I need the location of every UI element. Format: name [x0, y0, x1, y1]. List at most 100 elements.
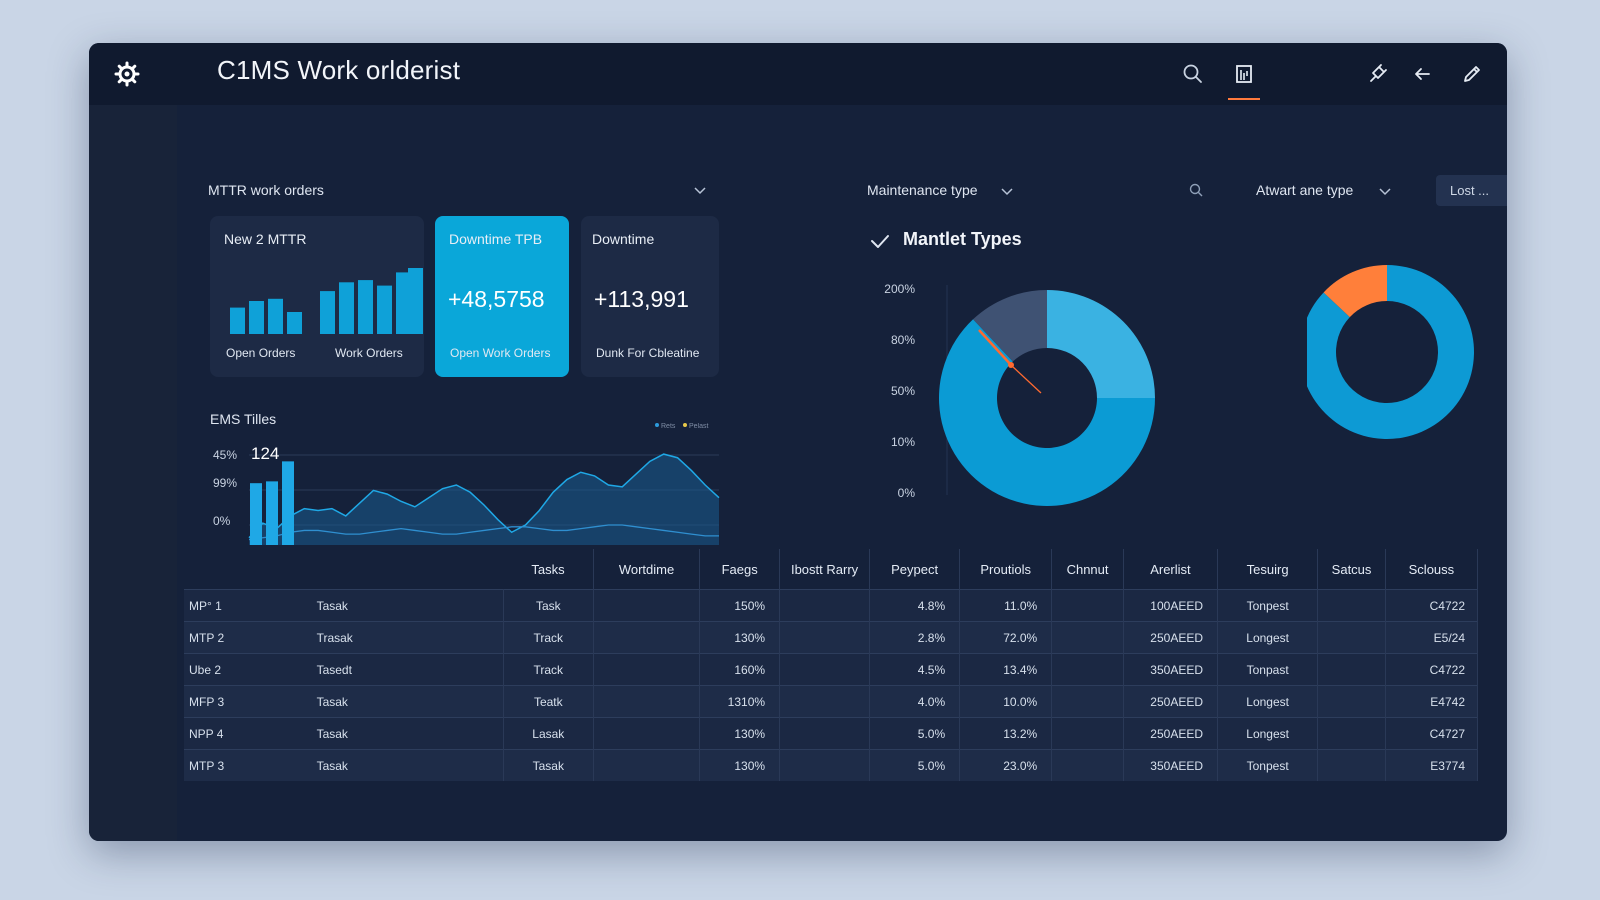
table-cell [1317, 749, 1386, 781]
y-tick-label: 99% [213, 476, 237, 490]
types-title: Mantlet Types [903, 229, 1022, 249]
bar [320, 291, 335, 334]
report-icon[interactable] [1231, 61, 1257, 87]
table-header-row: Tasks Wortdime Faegs Ibostt Rarry Peypect Pro… [184, 549, 1479, 590]
table-cell: MTP 2 [184, 621, 297, 654]
needle [978, 329, 1013, 367]
table-cell: 250AEED [1123, 621, 1219, 654]
column-header[interactable]: Tesuirg [1217, 549, 1319, 590]
table-cell: 72.0% [959, 621, 1053, 654]
table-cell: Tasedt [296, 653, 504, 686]
table-cell: 4.0% [869, 685, 961, 718]
table-cell [1051, 589, 1124, 622]
pin-icon[interactable] [1364, 61, 1390, 87]
card-downtime-tpb[interactable]: Downtime TPB +48,5758 Open Work Orders [435, 216, 569, 377]
table-cell: MFP 3 [184, 685, 297, 718]
table-cell: C4722 [1385, 653, 1479, 686]
bar [249, 301, 264, 334]
table-cell [1051, 717, 1124, 750]
table-cell: 350AEED [1123, 749, 1219, 781]
table-cell: Tasak [296, 685, 504, 718]
table-cell: C4727 [1385, 717, 1479, 750]
table-cell: 10.0% [959, 685, 1053, 718]
table-row[interactable]: NPP 4 Tasak Lasak 130% 5.0% 13.2% 250AEED Longe… [184, 717, 1479, 750]
checkmark-icon[interactable] [869, 233, 891, 251]
bar [287, 312, 302, 334]
series-area [249, 454, 719, 545]
y-tick-label: 50% [891, 384, 915, 398]
table-row[interactable]: MP° 1 Tasak Task 150% 4.8% 11.0% 100AEED Tonpes… [184, 589, 1479, 622]
table-cell: Longest [1217, 621, 1319, 654]
table-cell: Task [503, 589, 594, 622]
ems-chart-title: EMS Tilles [210, 411, 277, 427]
chevron-down-icon[interactable] [1378, 187, 1392, 197]
table-cell: 250AEED [1123, 685, 1219, 718]
table-cell: Longest [1217, 717, 1319, 750]
gear-icon[interactable] [113, 60, 141, 88]
table-cell: Teatk [503, 685, 594, 718]
card-new-mttr[interactable]: New 2 MTTR Open Orders Work Orders [210, 216, 424, 377]
column-header[interactable]: Ibostt Rarry [779, 549, 871, 590]
bar [339, 282, 354, 334]
card-footer: Dunk For Cbleatine [596, 346, 700, 360]
column-header[interactable]: Tasks [503, 549, 594, 590]
column-header[interactable]: Satcus [1317, 549, 1386, 590]
last-select[interactable]: Lost ... [1436, 175, 1507, 206]
table-cell [1317, 589, 1386, 622]
table-cell: Tasak [296, 589, 504, 622]
table-row[interactable]: Ube 2 Tasedt Track 160% 4.5% 13.4% 350AEED Tonp… [184, 653, 1479, 686]
table-cell: 130% [699, 749, 781, 781]
table-cell [779, 621, 871, 654]
top-bar: C1MS Work orlderist [89, 43, 1507, 105]
table-cell [1317, 653, 1386, 686]
bar [282, 461, 294, 545]
table-cell [593, 589, 701, 622]
table-cell [593, 653, 701, 686]
table-cell: C4722 [1385, 589, 1479, 622]
column-header[interactable]: Sclouss [1385, 549, 1479, 590]
table-cell: Lasak [503, 717, 594, 750]
card-downtime[interactable]: Downtime +113,991 Dunk For Cbleatine [581, 216, 719, 377]
back-arrow-icon[interactable] [1409, 61, 1435, 87]
maintenance-type-dropdown[interactable]: Maintenance type [867, 182, 978, 198]
legend-label: Pelast [689, 423, 709, 430]
pie-slice [939, 319, 1155, 506]
table-cell [1051, 685, 1124, 718]
table-cell: E5/24 [1385, 621, 1479, 654]
active-tab-indicator [1228, 98, 1260, 100]
table-cell: Track [503, 653, 594, 686]
table-cell [1317, 621, 1386, 654]
award-type-dropdown[interactable]: Atwart ane type [1256, 182, 1354, 198]
table-cell [779, 717, 871, 750]
table-cell: Tasak [296, 717, 504, 750]
column-header[interactable]: Chnnut [1051, 549, 1124, 590]
y-tick-label: 0% [898, 486, 916, 500]
maintenance-types-donut-chart: 200% 80% 50% 10% 0% [884, 282, 1155, 506]
card-value: +48,5758 [448, 286, 545, 312]
table-row[interactable]: MFP 3 Tasak Teatk 1310% 4.0% 10.0% 250AEED Long… [184, 685, 1479, 718]
needle-pivot [1008, 362, 1014, 368]
ems-area-chart: 45% 99% 0% 124 Rets Pelast [213, 423, 720, 545]
chevron-down-icon[interactable] [1000, 187, 1014, 197]
y-tick-label: 200% [884, 282, 915, 296]
column-header[interactable]: Proutiols [959, 549, 1053, 590]
award-type-donut-chart [1307, 265, 1474, 439]
column-header[interactable]: Wortdime [593, 549, 701, 590]
bar [268, 298, 283, 334]
mttr-dropdown-label[interactable]: MTTR work orders [208, 182, 324, 198]
legend-swatch [655, 423, 659, 427]
search-icon[interactable] [1188, 182, 1204, 198]
table-cell: 130% [699, 717, 781, 750]
column-header[interactable]: Peypect [869, 549, 961, 590]
column-header[interactable]: Faegs [699, 549, 781, 590]
table-cell: 2.8% [869, 621, 961, 654]
chevron-down-icon[interactable] [693, 186, 707, 196]
table-cell [779, 685, 871, 718]
table-cell [779, 653, 871, 686]
table-row[interactable]: MTP 3 Tasak Tasak 130% 5.0% 23.0% 350AEED Tonpe… [184, 749, 1479, 781]
table-row[interactable]: MTP 2 Trasak Track 130% 2.8% 72.0% 250AEED Long… [184, 621, 1479, 654]
search-icon[interactable] [1180, 61, 1206, 87]
column-header[interactable]: Arerlist [1123, 549, 1219, 590]
y-tick-label: 45% [213, 448, 237, 462]
edit-pencil-icon[interactable] [1459, 61, 1485, 87]
